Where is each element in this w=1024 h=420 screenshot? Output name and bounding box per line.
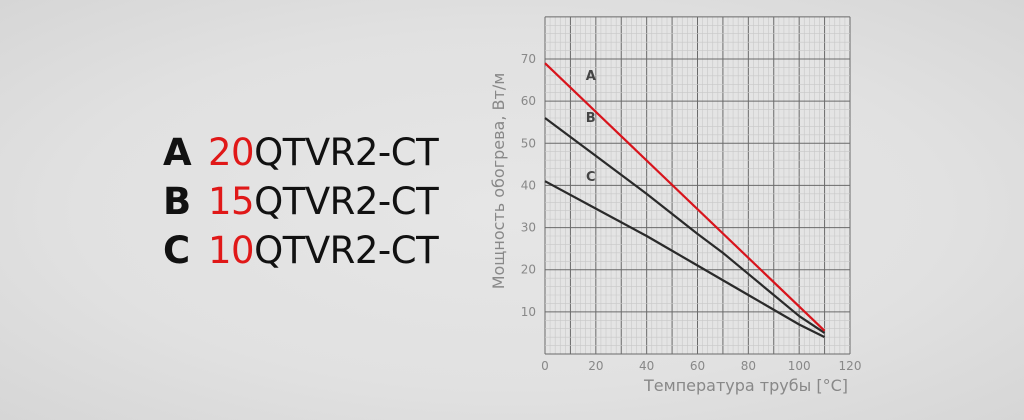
curve-label-a: A <box>586 69 596 84</box>
model-legend: A 20QTVR2-CT B 15QTVR2-CT C 10QTVR2-CT <box>163 130 439 277</box>
legend-number: 15 <box>208 180 255 223</box>
x-tick-label: 80 <box>741 359 756 373</box>
legend-row-c: C 10QTVR2-CT <box>163 228 439 277</box>
legend-row-b: B 15QTVR2-CT <box>163 179 439 228</box>
x-tick-label: 20 <box>588 359 603 373</box>
y-tick-label: 10 <box>521 305 536 319</box>
y-tick-label: 60 <box>521 94 536 108</box>
legend-model: QTVR2-CT <box>254 229 439 272</box>
y-tick-label: 30 <box>521 221 536 235</box>
x-tick-label: 120 <box>839 359 862 373</box>
legend-model: QTVR2-CT <box>254 180 439 223</box>
series-line-c <box>544 180 826 339</box>
y-tick-label: 40 <box>521 178 536 192</box>
series-line-a <box>544 62 826 332</box>
x-tick-label: 100 <box>788 359 811 373</box>
y-tick-label: 50 <box>521 136 536 150</box>
legend-letter: B <box>163 180 191 223</box>
curve-label-c: C <box>586 170 596 185</box>
x-tick-label: 60 <box>690 359 705 373</box>
x-tick-label: 0 <box>541 359 549 373</box>
y-axis-label: Мощность обогрева, Вт/м <box>489 73 508 290</box>
legend-number: 20 <box>208 131 255 174</box>
legend-letter: A <box>163 131 192 174</box>
curve-label-b: B <box>586 111 596 126</box>
legend-letter: C <box>163 229 190 272</box>
grid <box>544 16 851 355</box>
annotations: A B C <box>586 69 596 185</box>
legend-number: 10 <box>208 229 255 272</box>
series-lines <box>544 62 826 339</box>
y-tick-label: 20 <box>521 263 536 277</box>
legend-row-a: A 20QTVR2-CT <box>163 130 439 179</box>
x-tick-label: 40 <box>639 359 654 373</box>
tick-labels: 0 20 40 60 80 100 120 10 20 30 40 50 60 70 <box>521 52 862 373</box>
legend-model: QTVR2-CT <box>254 131 439 174</box>
y-tick-label: 70 <box>521 52 536 66</box>
x-axis-label: Температура трубы [°C] <box>643 376 848 395</box>
series-line-b <box>544 117 826 334</box>
